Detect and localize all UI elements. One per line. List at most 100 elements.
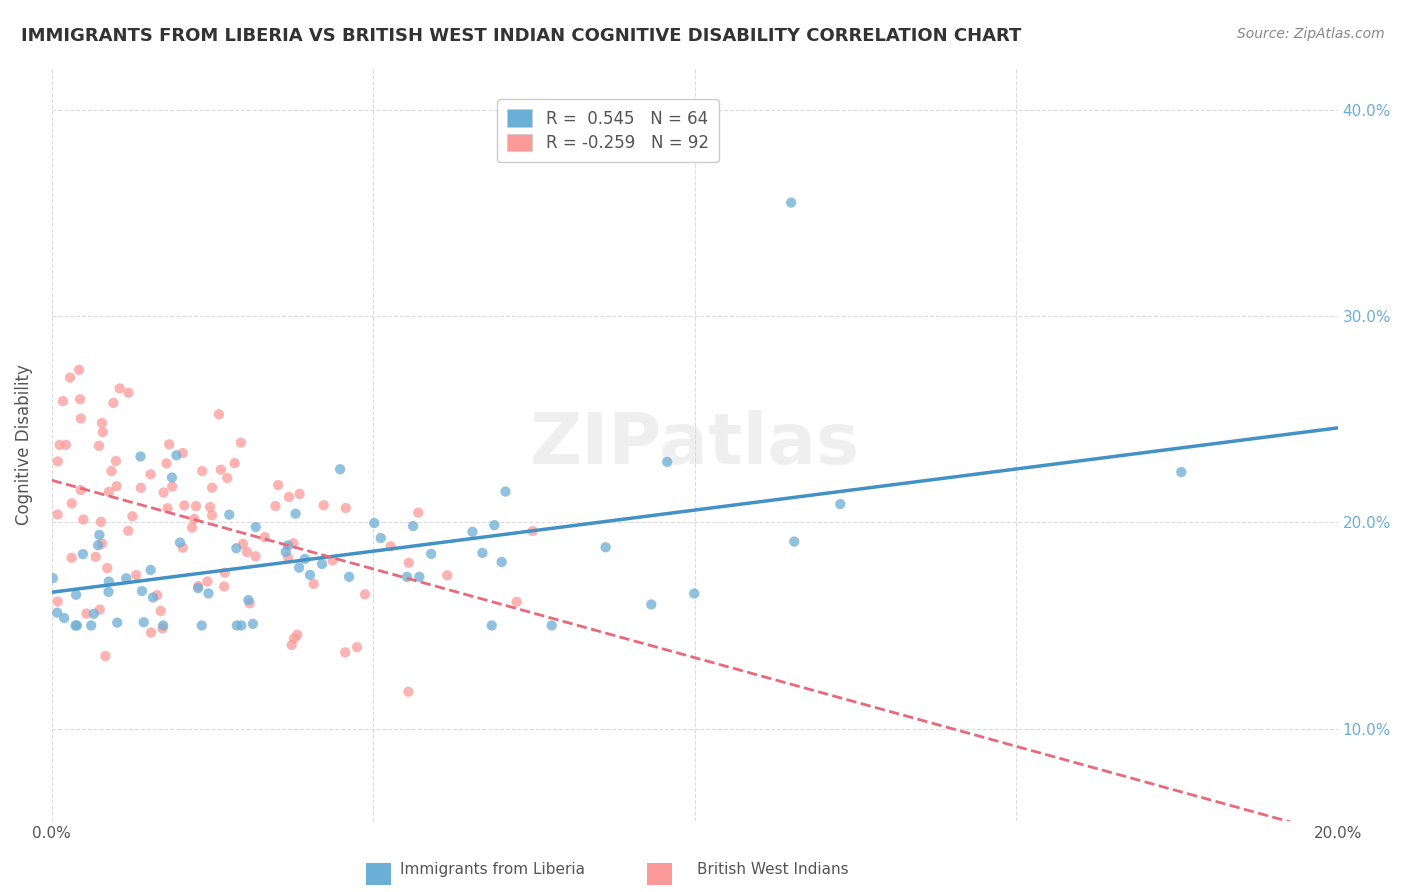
Point [208,407,231,421]
Point [156,456,179,470]
Point [152,485,174,500]
Point [160,479,183,493]
Point [830,497,852,511]
Point [505,595,527,609]
Point [683,586,706,600]
Point [67,363,90,377]
Point [201,508,224,523]
Point [66,618,89,632]
Point [232,537,254,551]
Point [139,563,162,577]
Point [267,478,290,492]
Point [229,435,252,450]
Point [245,520,267,534]
Point [200,500,222,514]
Point [69,392,91,407]
Point [253,530,276,544]
Point [121,509,143,524]
Point [90,515,112,529]
Point [370,531,392,545]
Point [172,541,194,555]
Point [105,615,128,630]
Point [183,512,205,526]
Point [91,536,114,550]
Point [65,588,87,602]
Point [97,585,120,599]
Point [436,568,458,582]
Point [84,549,107,564]
Point [225,618,247,632]
Point [201,481,224,495]
Point [187,581,209,595]
Point [311,557,333,571]
Point [420,547,443,561]
Point [190,618,212,632]
Point [277,538,299,552]
Point [783,534,806,549]
Point [346,640,368,655]
Point [197,574,219,589]
Point [72,547,94,561]
Point [1170,465,1192,479]
Point [59,370,82,384]
Point [172,446,194,460]
Point [72,512,94,526]
Point [214,566,236,580]
Point [160,470,183,484]
Point [277,550,299,565]
Point [242,616,264,631]
Point [149,604,172,618]
Point [108,382,131,396]
Point [181,521,204,535]
Point [103,396,125,410]
Point [284,507,307,521]
Point [169,535,191,549]
Point [285,628,308,642]
Point [96,561,118,575]
Point [471,546,494,560]
Point [288,487,311,501]
Point [288,560,311,574]
Point [239,596,262,610]
Point [129,481,152,495]
Point [69,483,91,497]
Text: Immigrants from Liberia: Immigrants from Liberia [399,863,585,877]
Point [70,411,93,425]
Point [491,555,513,569]
Point [80,618,103,632]
Point [115,571,138,585]
Point [46,508,69,522]
Point [132,615,155,630]
Text: IMMIGRANTS FROM LIBERIA VS BRITISH WEST INDIAN COGNITIVE DISABILITY CORRELATION : IMMIGRANTS FROM LIBERIA VS BRITISH WEST … [21,27,1022,45]
Point [83,607,105,621]
Point [117,385,139,400]
Point [65,618,87,632]
Point [780,195,803,210]
Point [197,586,219,600]
Point [484,518,506,533]
Point [187,579,209,593]
Point [87,439,110,453]
Point [396,570,419,584]
Point [184,499,207,513]
Point [225,541,247,556]
Point [191,464,214,478]
Point [212,579,235,593]
Point [91,416,114,430]
Point [406,506,429,520]
Point [75,607,97,621]
Point [363,516,385,530]
Point [129,450,152,464]
Point [60,550,83,565]
Point [217,471,239,485]
Point [238,593,260,607]
Point [209,463,232,477]
Point [87,538,110,552]
Point [146,588,169,602]
Point [312,498,335,512]
Point [245,549,267,564]
Point [335,501,357,516]
Point [294,552,316,566]
Point [396,684,419,698]
Point [97,484,120,499]
